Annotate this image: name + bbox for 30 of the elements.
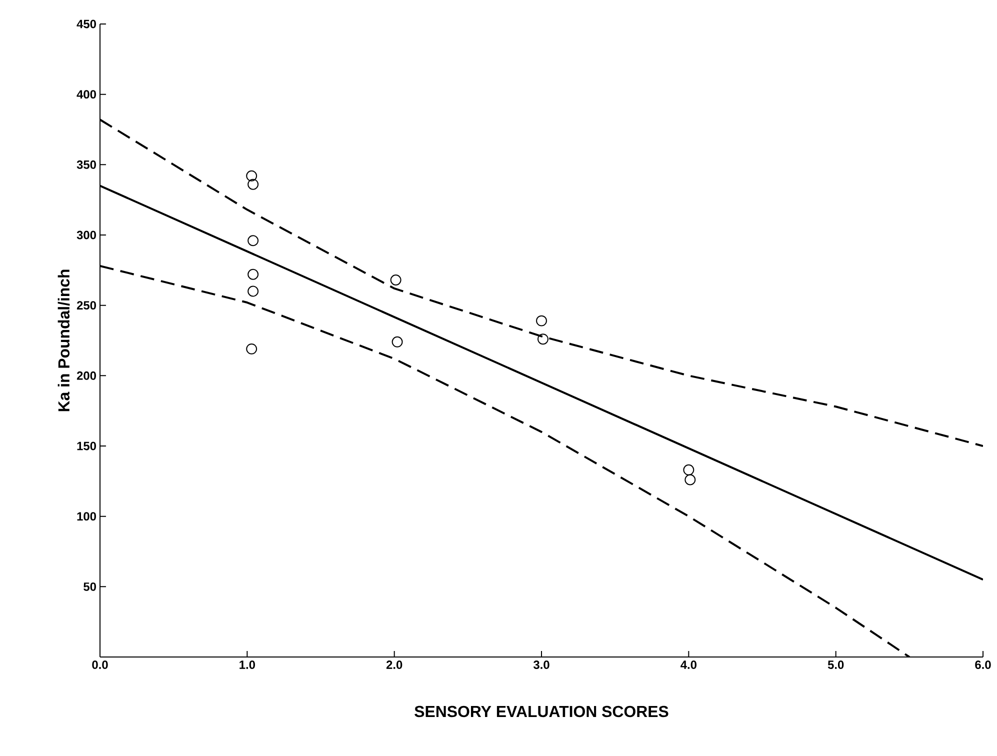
y-tick-label: 50 — [84, 582, 96, 591]
x-tick-label: 5.0 — [828, 660, 844, 669]
x-tick-label: 6.0 — [975, 660, 991, 669]
y-tick-label: 250 — [76, 301, 96, 310]
point — [392, 336, 403, 348]
y-tick-label: 300 — [76, 230, 96, 240]
point — [246, 170, 258, 182]
y-tick-label: 150 — [77, 442, 96, 450]
point — [248, 268, 259, 280]
x-tick-label: 4.0 — [680, 660, 696, 669]
y-tick-label: 400 — [76, 90, 96, 99]
point — [684, 474, 696, 486]
x-tick-label: 3.0 — [533, 660, 550, 670]
point — [536, 315, 547, 326]
x-axis-title: SENSORY EVALUATION SCORES — [414, 706, 668, 718]
y-axis-title: Ka in Poundal/inch — [58, 270, 70, 412]
point — [390, 274, 402, 286]
point — [248, 178, 259, 190]
x-tick-label: 2.0 — [386, 660, 402, 669]
point — [537, 334, 548, 345]
y-tick-label: 350 — [76, 160, 96, 169]
x-tick-label: 0.0 — [92, 660, 108, 669]
y-tick-label: 200 — [76, 371, 96, 380]
point — [246, 343, 258, 354]
point — [248, 235, 259, 246]
y-tick-label: 450 — [76, 20, 96, 28]
point — [683, 464, 694, 476]
y-tick-label: 100 — [77, 512, 96, 521]
x-tick-label: 1.0 — [240, 660, 255, 669]
point — [248, 286, 259, 297]
